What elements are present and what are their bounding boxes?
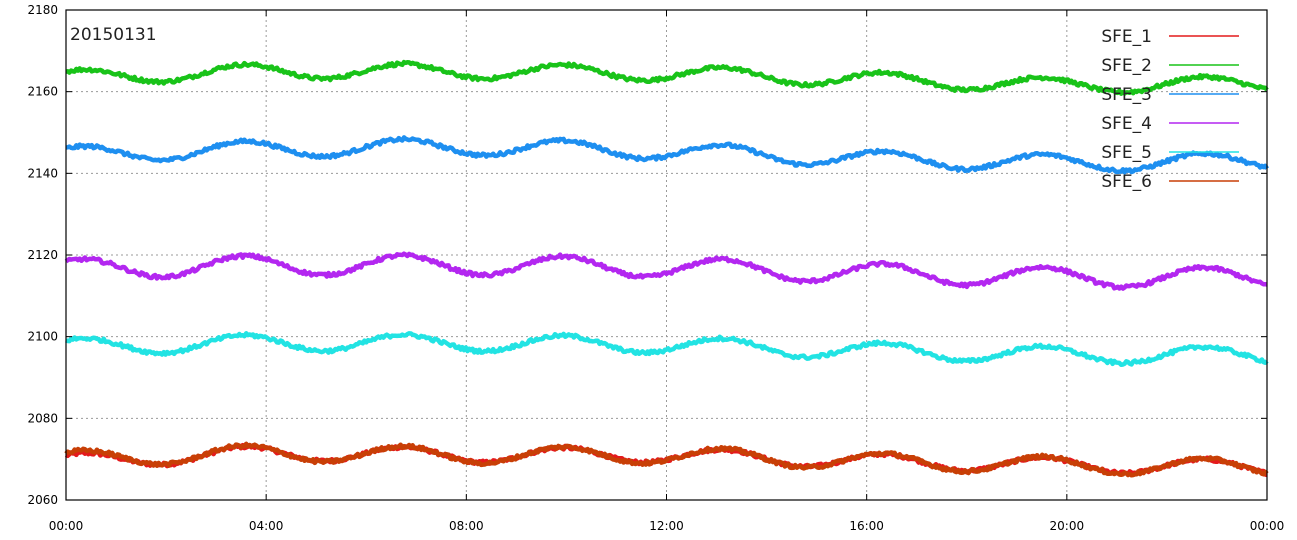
legend-label: SFE_2	[1101, 56, 1152, 76]
series-line-sfe-3	[65, 135, 1269, 175]
y-tick-label: 2160	[27, 85, 58, 99]
y-tick-label: 2140	[27, 166, 58, 180]
legend-label: SFE_6	[1101, 172, 1152, 192]
legend-item: SFE_5	[1101, 143, 1239, 163]
series-layer	[64, 59, 1269, 478]
x-tick-label: 12:00	[649, 519, 684, 533]
x-tick-label: 16:00	[849, 519, 884, 533]
y-tick-label: 2100	[27, 330, 58, 344]
series-line-sfe-6	[64, 441, 1269, 478]
legend-label: SFE_1	[1101, 27, 1152, 47]
legend: SFE_1 SFE_2 SFE_3 SFE_4 SFE_5 SFE_6	[1101, 27, 1239, 192]
legend-label: SFE_3	[1101, 85, 1152, 105]
series-line-sfe-4	[64, 251, 1268, 291]
x-tick-label: 20:00	[1050, 519, 1085, 533]
series-line-sfe-2	[65, 59, 1269, 96]
y-tick-label: 2180	[27, 3, 58, 17]
y-tick-label: 2120	[27, 248, 58, 262]
legend-label: SFE_5	[1101, 143, 1152, 163]
legend-item: SFE_1	[1101, 27, 1239, 47]
x-tick-label: 04:00	[249, 519, 284, 533]
legend-label: SFE_4	[1101, 114, 1152, 134]
chart-title: 20150131	[70, 25, 157, 45]
x-tick-label: 00:00	[1250, 519, 1285, 533]
y-tick-label: 2060	[27, 493, 58, 507]
y-tick-label: 2080	[27, 411, 58, 425]
x-tick-label: 00:00	[49, 519, 84, 533]
legend-item: SFE_4	[1101, 114, 1239, 134]
legend-item: SFE_6	[1101, 172, 1239, 192]
x-tick-label: 08:00	[449, 519, 484, 533]
tick-layer: 2060 2080 2100 2120 2140 2160 2180 00:00 04:00 08…	[27, 3, 1284, 533]
legend-item: SFE_2	[1101, 56, 1239, 76]
series-line-sfe-5	[65, 331, 1269, 368]
legend-item: SFE_3	[1101, 85, 1239, 105]
